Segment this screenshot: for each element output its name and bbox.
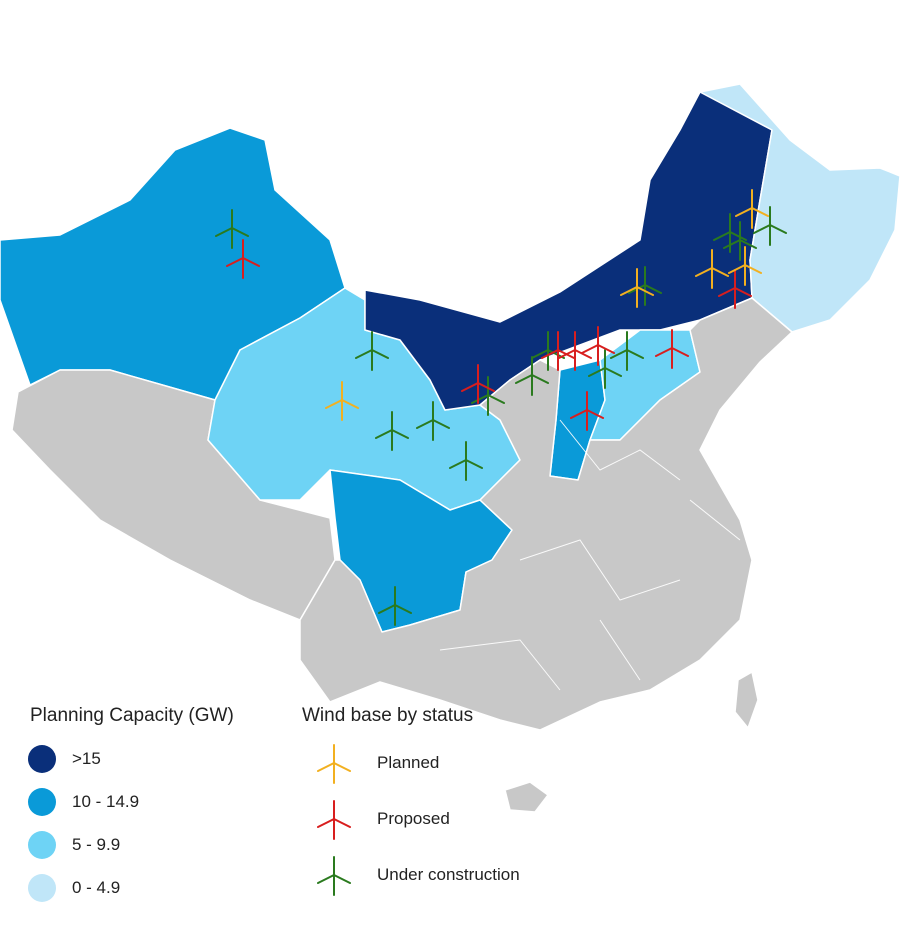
wind-turbine-icon <box>655 329 689 369</box>
province-border <box>439 419 741 691</box>
region-tibet <box>11 369 336 621</box>
wind-turbine-icon <box>226 239 260 279</box>
wind-turbine-icon <box>515 356 549 396</box>
wind-turbine-icon <box>317 800 351 840</box>
wind-turbine-icon <box>718 269 752 309</box>
legend-label: >15 <box>72 749 101 768</box>
legend-label: Under construction <box>377 865 520 884</box>
legend-swatch-5-9 <box>28 831 56 859</box>
wind-turbine-icon <box>378 586 412 626</box>
wind-turbine-icon <box>416 401 450 441</box>
wind-turbine-icon <box>355 331 389 371</box>
legend-label: 0 - 4.9 <box>72 878 121 897</box>
legend-label: Proposed <box>377 809 450 828</box>
wind-turbine-icon <box>588 349 622 389</box>
wind-turbine-icon <box>375 411 409 451</box>
wind-turbine-icon <box>735 189 769 229</box>
legend-label: Planned <box>377 753 440 772</box>
wind-turbine-icon <box>461 364 495 404</box>
wind-turbine-icon <box>317 856 351 896</box>
wind-turbine-icon <box>558 331 592 371</box>
region-east-south <box>299 297 793 813</box>
legend-label: 10 - 14.9 <box>72 792 140 811</box>
wind-turbine-icon <box>581 326 615 366</box>
wind-turbine-icon <box>695 249 729 289</box>
wind-turbine-icon <box>215 209 249 249</box>
status-legend-title: Wind base by status <box>302 705 474 726</box>
capacity-legend-title: Planning Capacity (GW) <box>30 705 234 726</box>
legend-label: 5 - 9.9 <box>72 835 121 854</box>
wind-turbine-icon <box>610 331 644 371</box>
legend-swatch-0-4 <box>28 874 56 902</box>
wind-turbine-icon <box>570 391 604 431</box>
wind-turbine-icon <box>728 246 762 286</box>
wind-turbine-icon <box>325 381 359 421</box>
wind-turbine-icon <box>723 221 757 261</box>
wind-turbine-icon <box>620 268 654 308</box>
wind-turbine-icon <box>471 376 505 416</box>
legend-swatch-10-14 <box>28 788 56 816</box>
legend-swatch-gt15 <box>28 745 56 773</box>
wind-turbine-icon <box>713 213 747 253</box>
wind-turbine-icon <box>449 441 483 481</box>
wind-turbine-icon <box>753 206 787 246</box>
region-northeast <box>699 83 900 333</box>
wind-turbine-icon <box>317 744 351 784</box>
